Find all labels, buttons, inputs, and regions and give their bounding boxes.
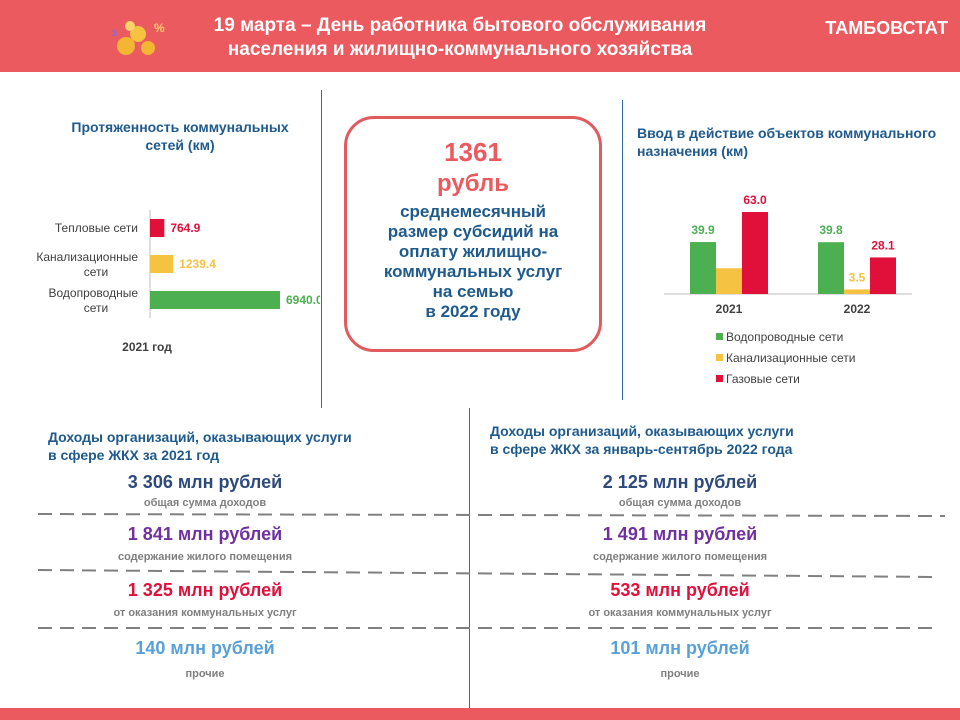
income-description: прочие bbox=[185, 668, 225, 680]
bar bbox=[150, 219, 165, 237]
header-title: 19 марта – День работника бытового обслу… bbox=[150, 14, 770, 62]
network-length-title-text: Протяженность коммунальных сетей (км) bbox=[71, 119, 289, 153]
income-value: 101 млн рублей bbox=[610, 638, 750, 658]
x-axis-label: 2021 год bbox=[122, 340, 172, 354]
legend-swatch bbox=[716, 354, 723, 361]
category-label: Водопроводные bbox=[48, 286, 138, 300]
legend-label: Водопроводные сети bbox=[726, 330, 843, 344]
header-title-line1: 19 марта – День работника бытового обслу… bbox=[213, 15, 707, 36]
category-label: Тепловые сети bbox=[55, 221, 138, 235]
subsidy-number: 1361 bbox=[444, 137, 502, 167]
income-value: 140 млн рублей bbox=[135, 638, 275, 658]
svg-text:%: % bbox=[154, 21, 165, 35]
income-left-title-line2: в сфере ЖКХ за 2021 год bbox=[48, 447, 220, 463]
bar bbox=[150, 291, 280, 309]
data-label: 3.5 bbox=[849, 270, 866, 284]
commissioning-chart: 39.9 19.8 63.0 2021 39.8 3.5 28.1 2022Водопрово… bbox=[664, 193, 912, 386]
data-label: 19.8 bbox=[717, 271, 741, 285]
bar bbox=[716, 268, 742, 294]
income-value: 1 841 млн рублей bbox=[127, 524, 283, 544]
data-label: 63.0 bbox=[743, 193, 767, 207]
subsidy-text-line: коммунальных услуг bbox=[383, 262, 563, 281]
header-title-line2: населения и жилищно-коммунального хозяйс… bbox=[227, 39, 693, 60]
legend-swatch bbox=[716, 375, 723, 382]
income-value: 533 млн рублей bbox=[610, 580, 750, 600]
subsidy-text-line: среднемесячный bbox=[400, 202, 546, 221]
income-description: общая сумма доходов bbox=[618, 497, 742, 509]
category-label: Канализационные bbox=[36, 250, 138, 264]
data-label: 764.9 bbox=[170, 221, 200, 235]
subsidy-text-line: размер субсидий на bbox=[387, 222, 559, 241]
subsidy-text-line: в 2022 году bbox=[425, 302, 521, 321]
bar bbox=[742, 212, 768, 294]
network-length-title: Протяженность коммунальных сетей (км) bbox=[70, 118, 290, 154]
data-label: 28.1 bbox=[871, 238, 895, 252]
divider-left bbox=[321, 90, 322, 408]
category-label: 2022 bbox=[844, 302, 871, 316]
data-label: 1239.4 bbox=[179, 257, 216, 271]
income-value: 2 125 млн рублей bbox=[602, 472, 758, 492]
bar bbox=[870, 257, 896, 294]
divider-bottom bbox=[469, 408, 470, 708]
category-label: сети bbox=[84, 301, 108, 315]
income-description: общая сумма доходов bbox=[143, 497, 267, 509]
commissioning-title-text: Ввод в действие объектов коммунального н… bbox=[637, 125, 937, 159]
income-description: содержание жилого помещения bbox=[592, 551, 768, 563]
income-left-title-line1: Доходы организаций, оказывающих услуги bbox=[48, 429, 352, 445]
subsidy-unit: рубль bbox=[437, 170, 509, 197]
category-label: 2021 bbox=[716, 302, 743, 316]
bar bbox=[150, 255, 174, 273]
legend-label: Газовые сети bbox=[726, 372, 800, 386]
footer-bar bbox=[0, 708, 960, 720]
subsidy-text-line: оплату жилищно- bbox=[398, 242, 548, 261]
income-description: содержание жилого помещения bbox=[117, 551, 293, 563]
subsidy-text-line: на семью bbox=[432, 282, 514, 301]
svg-text:$: $ bbox=[112, 28, 117, 38]
legend-swatch bbox=[716, 333, 723, 340]
legend-label: Канализационные сети bbox=[726, 351, 855, 365]
income-description: от оказания коммунальных услуг bbox=[113, 607, 297, 619]
commissioning-title: Ввод в действие объектов коммунального н… bbox=[637, 124, 937, 160]
data-label: 39.9 bbox=[691, 223, 715, 237]
data-label: 39.8 bbox=[819, 223, 843, 237]
bar bbox=[844, 289, 870, 294]
income-description: прочие bbox=[660, 668, 700, 680]
coins-icon: % $ bbox=[112, 21, 165, 55]
subsidy-card: 1361 рубль среднемесячный размер субсиди… bbox=[344, 116, 602, 352]
subsidy-text: среднемесячный размер субсидий на оплату… bbox=[347, 202, 599, 322]
header-org: ТАМБОВСТАТ bbox=[825, 18, 948, 38]
income-left-title: Доходы организаций, оказывающих услуги в… bbox=[48, 428, 448, 464]
bar bbox=[818, 242, 844, 294]
bar bbox=[690, 242, 716, 294]
income-description: от оказания коммунальных услуг bbox=[588, 607, 772, 619]
income-value: 3 306 млн рублей bbox=[127, 472, 283, 492]
income-right-title: Доходы организаций, оказывающих услуги в… bbox=[490, 422, 930, 458]
income-right-title-line2: в сфере ЖКХ за январь-сентябрь 2022 года bbox=[490, 441, 793, 457]
income-value: 1 325 млн рублей bbox=[127, 580, 283, 600]
category-label: сети bbox=[84, 265, 108, 279]
income-value: 1 491 млн рублей bbox=[602, 524, 758, 544]
income-right-title-line1: Доходы организаций, оказывающих услуги bbox=[490, 423, 794, 439]
divider-right bbox=[622, 100, 623, 400]
header-banner: % $ 19 марта – День работника бытового о… bbox=[0, 0, 960, 72]
data-label: 6940.0 bbox=[286, 293, 320, 307]
